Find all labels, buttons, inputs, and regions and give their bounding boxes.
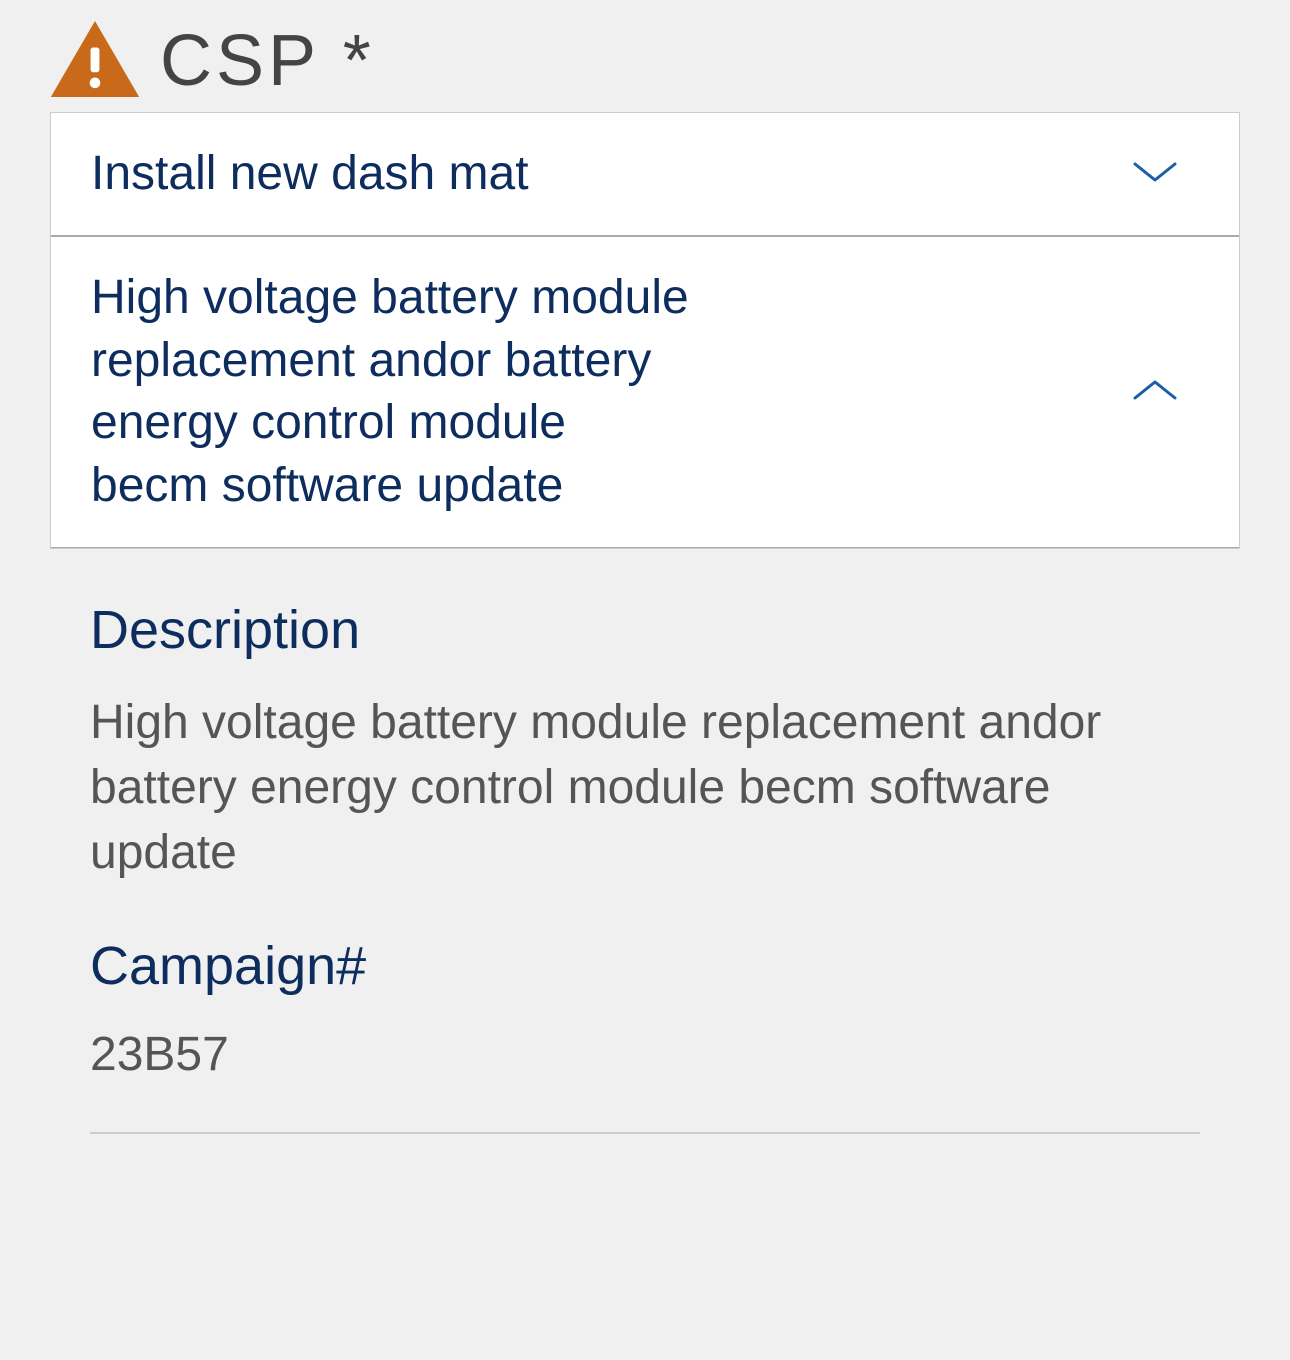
chevron-down-icon: [1131, 158, 1199, 191]
description-label: Description: [90, 599, 1200, 661]
description-text: High voltage battery module replacement …: [90, 691, 1200, 885]
accordion-item: High voltage battery module replacement …: [51, 237, 1239, 548]
details-panel: Description High voltage battery module …: [50, 549, 1240, 1174]
accordion-item: Install new dash mat: [51, 113, 1239, 237]
page-title: CSP *: [160, 20, 375, 102]
csp-accordion: Install new dash mat High voltage batter…: [50, 112, 1240, 549]
section-divider: [90, 1132, 1200, 1134]
warning-icon: [50, 21, 140, 102]
accordion-header-dash-mat[interactable]: Install new dash mat: [51, 113, 1239, 235]
campaign-value: 23B57: [90, 1027, 1200, 1082]
page-header: CSP *: [50, 20, 1240, 102]
accordion-title: Install new dash mat: [91, 143, 529, 205]
accordion-title: High voltage battery module replacement …: [91, 267, 691, 517]
chevron-up-icon: [1131, 376, 1199, 409]
campaign-label: Campaign#: [90, 935, 1200, 997]
accordion-header-battery[interactable]: High voltage battery module replacement …: [51, 237, 1239, 547]
